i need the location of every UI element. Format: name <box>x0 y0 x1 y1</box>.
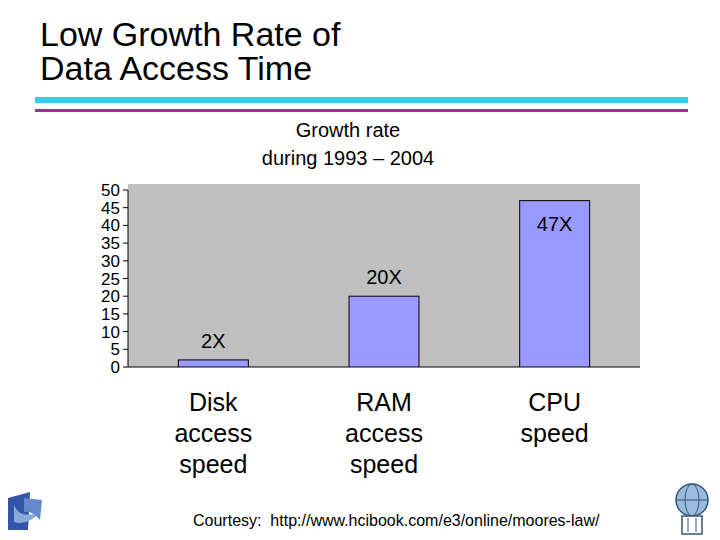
bar <box>178 360 248 367</box>
tick-mark <box>123 278 128 279</box>
tick-mark <box>123 313 128 314</box>
y-axis <box>128 190 129 367</box>
plot-area <box>128 184 640 367</box>
tick-label: 20 <box>101 287 120 306</box>
category-label: Diskaccessspeed <box>174 388 252 478</box>
logo-shape <box>24 498 42 520</box>
tick-mark <box>123 367 128 368</box>
category-label: CPUspeed <box>521 388 589 447</box>
tick-mark <box>123 225 128 226</box>
tick-mark <box>123 349 128 350</box>
footer: Courtesy: http://www.hcibook.com/e3/onli… <box>193 512 600 529</box>
chart-title: Growth rateduring 1993 – 2004 <box>262 119 434 169</box>
tick-mark <box>123 243 128 244</box>
tick-label: 30 <box>101 252 120 271</box>
tick-label: 0 <box>111 358 120 377</box>
logo-base <box>682 516 702 534</box>
tick-label: 15 <box>101 305 120 324</box>
logo-right <box>676 484 708 534</box>
logo-base <box>696 518 697 532</box>
data-label: 47X <box>537 213 573 235</box>
data-label: 2X <box>201 330 225 352</box>
title-rule <box>35 109 688 112</box>
logo-base <box>688 518 689 532</box>
tick-mark <box>123 331 128 332</box>
tick-label: 25 <box>101 270 120 289</box>
title-rule <box>35 97 688 103</box>
logo-globe <box>676 484 708 516</box>
bar <box>520 201 590 367</box>
tick-label: 10 <box>101 323 120 342</box>
slide: Low Growth Rate ofData Access Time Growth… <box>0 0 720 540</box>
data-label: 20X <box>366 266 402 288</box>
tick-label: 40 <box>101 216 120 235</box>
tick-mark <box>123 207 128 208</box>
tick-label: 45 <box>101 199 120 218</box>
bars <box>178 201 589 367</box>
logo-globe <box>676 500 708 501</box>
tick-mark <box>123 296 128 297</box>
logo-left <box>8 492 42 530</box>
tick-label: 5 <box>111 340 120 359</box>
bar <box>349 296 419 367</box>
tick-label: 50 <box>101 181 120 200</box>
slide-title: Low Growth Rate ofData Access Time <box>40 15 341 87</box>
tick-mark <box>123 260 128 261</box>
category-label: RAMaccessspeed <box>345 388 423 478</box>
tick-mark <box>123 190 128 191</box>
tick-label: 35 <box>101 234 120 253</box>
